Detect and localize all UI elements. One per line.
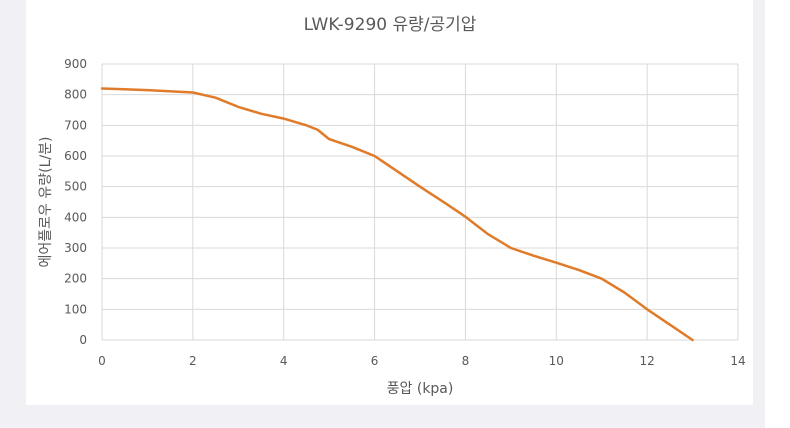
y-tick-label: 900	[64, 57, 87, 71]
chart-title: LWK-9290 유량/공기압	[303, 15, 477, 35]
y-tick-label: 400	[64, 210, 87, 224]
x-tick-labels: 0 2 4 6 8 10 12 14	[98, 354, 745, 368]
y-axis-title: 에어플로우 유량(L/분)	[38, 137, 54, 268]
x-axis-title: 풍압 (kpa)	[387, 381, 454, 397]
x-tick-label: 14	[730, 354, 745, 368]
y-tick-label: 800	[64, 88, 87, 102]
y-tick-label: 100	[64, 302, 87, 316]
y-tick-label: 300	[64, 241, 87, 255]
grid-lines	[101, 63, 739, 341]
right-edge-panel	[765, 0, 790, 428]
x-tick-label: 12	[640, 354, 655, 368]
x-tick-label: 10	[549, 354, 564, 368]
x-tick-label: 4	[280, 354, 288, 368]
y-tick-label: 500	[64, 180, 87, 194]
x-tick-label: 8	[462, 354, 470, 368]
chart-card	[26, 0, 753, 405]
x-tick-label: 0	[98, 354, 106, 368]
y-tick-label: 200	[64, 272, 87, 286]
flow-series-line	[100, 87, 694, 342]
x-tick-label: 6	[371, 354, 379, 368]
y-tick-labels: 0 100 200 300 400 500 600 700 800 900	[64, 57, 87, 347]
y-tick-label: 0	[79, 333, 87, 347]
y-tick-label: 700	[64, 118, 87, 132]
x-tick-label: 2	[189, 354, 197, 368]
y-tick-label: 600	[64, 149, 87, 163]
series-lines	[100, 87, 694, 342]
